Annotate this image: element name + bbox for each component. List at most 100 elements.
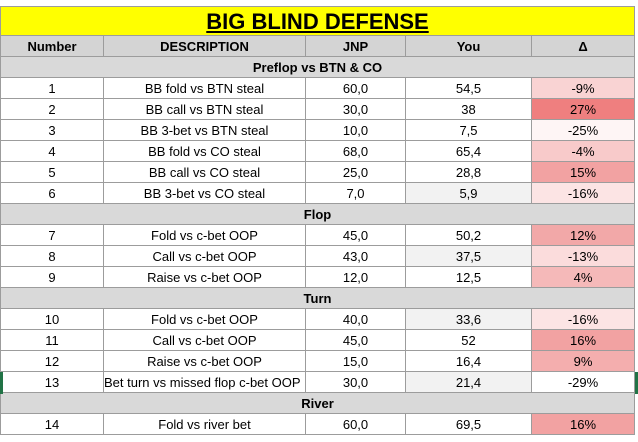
- table-row: 4 BB fold vs CO steal 68,0 65,4 -4%: [0, 141, 635, 162]
- cell-you[interactable]: 16,4: [406, 351, 532, 372]
- section-header-row: Flop: [0, 204, 635, 225]
- cell-number[interactable]: 3: [0, 120, 104, 141]
- cell-description[interactable]: BB 3-bet vs CO steal: [104, 183, 306, 204]
- cell-number[interactable]: 14: [0, 414, 104, 435]
- cell-description[interactable]: Raise vs c-bet OOP: [104, 267, 306, 288]
- cell-number[interactable]: 2: [0, 99, 104, 120]
- cell-delta[interactable]: -16%: [532, 183, 635, 204]
- header-row: Number DESCRIPTION JNP You Δ: [0, 36, 635, 57]
- cell-description[interactable]: BB 3-bet vs BTN steal: [104, 120, 306, 141]
- cell-you[interactable]: 5,9: [406, 183, 532, 204]
- cell-number[interactable]: 10: [0, 309, 104, 330]
- cell-jnp[interactable]: 12,0: [306, 267, 406, 288]
- cell-you[interactable]: 69,5: [406, 414, 532, 435]
- table-row: 2 BB call vs BTN steal 30,0 38 27%: [0, 99, 635, 120]
- cell-delta[interactable]: -9%: [532, 78, 635, 99]
- cell-you[interactable]: 52: [406, 330, 532, 351]
- cell-jnp[interactable]: 30,0: [306, 99, 406, 120]
- cell-you[interactable]: 54,5: [406, 78, 532, 99]
- cell-you[interactable]: 12,5: [406, 267, 532, 288]
- header-description[interactable]: DESCRIPTION: [104, 36, 306, 57]
- cell-jnp[interactable]: 30,0: [306, 372, 406, 393]
- cell-delta[interactable]: -16%: [532, 309, 635, 330]
- table-row: 13 Bet turn vs missed flop c-bet OOP 30,0 2…: [0, 372, 635, 393]
- cell-delta[interactable]: 16%: [532, 414, 635, 435]
- cell-jnp[interactable]: 45,0: [306, 330, 406, 351]
- table-row: 6 BB 3-bet vs CO steal 7,0 5,9 -16%: [0, 183, 635, 204]
- cell-jnp[interactable]: 7,0: [306, 183, 406, 204]
- cell-description[interactable]: Call vs c-bet OOP: [104, 330, 306, 351]
- section-label[interactable]: River: [0, 393, 635, 414]
- cell-delta[interactable]: -25%: [532, 120, 635, 141]
- cell-number[interactable]: 8: [0, 246, 104, 267]
- cell-you[interactable]: 33,6: [406, 309, 532, 330]
- cell-jnp[interactable]: 43,0: [306, 246, 406, 267]
- cell-number[interactable]: 12: [0, 351, 104, 372]
- cell-delta[interactable]: 27%: [532, 99, 635, 120]
- cell-delta[interactable]: -13%: [532, 246, 635, 267]
- cell-jnp[interactable]: 15,0: [306, 351, 406, 372]
- sheet-title[interactable]: BIG BLIND DEFENSE: [0, 6, 635, 36]
- cell-number[interactable]: 9: [0, 267, 104, 288]
- cell-you[interactable]: 21,4: [406, 372, 532, 393]
- table-row: 11 Call vs c-bet OOP 45,0 52 16%: [0, 330, 635, 351]
- cell-description[interactable]: Fold vs c-bet OOP: [104, 309, 306, 330]
- cell-jnp[interactable]: 60,0: [306, 414, 406, 435]
- section-label[interactable]: Turn: [0, 288, 635, 309]
- cell-you[interactable]: 7,5: [406, 120, 532, 141]
- cell-number[interactable]: 11: [0, 330, 104, 351]
- cell-you[interactable]: 37,5: [406, 246, 532, 267]
- cell-delta[interactable]: -29%: [532, 372, 635, 393]
- header-you[interactable]: You: [406, 36, 532, 57]
- table-row: 7 Fold vs c-bet OOP 45,0 50,2 12%: [0, 225, 635, 246]
- cell-jnp[interactable]: 68,0: [306, 141, 406, 162]
- cell-number[interactable]: 13: [0, 372, 104, 393]
- cell-description[interactable]: Call vs c-bet OOP: [104, 246, 306, 267]
- cell-description[interactable]: BB fold vs CO steal: [104, 141, 306, 162]
- cell-delta[interactable]: -4%: [532, 141, 635, 162]
- header-jnp[interactable]: JNP: [306, 36, 406, 57]
- cell-number[interactable]: 1: [0, 78, 104, 99]
- cell-description[interactable]: BB fold vs BTN steal: [104, 78, 306, 99]
- cell-jnp[interactable]: 10,0: [306, 120, 406, 141]
- section-label[interactable]: Preflop vs BTN & CO: [0, 57, 635, 78]
- cell-number[interactable]: 5: [0, 162, 104, 183]
- section-header-row: Turn: [0, 288, 635, 309]
- table-row: 5 BB call vs CO steal 25,0 28,8 15%: [0, 162, 635, 183]
- cell-delta[interactable]: 4%: [532, 267, 635, 288]
- header-number[interactable]: Number: [0, 36, 104, 57]
- table-row: 14 Fold vs river bet 60,0 69,5 16%: [0, 414, 635, 435]
- table-row: 8 Call vs c-bet OOP 43,0 37,5 -13%: [0, 246, 635, 267]
- cell-you[interactable]: 28,8: [406, 162, 532, 183]
- section-label[interactable]: Flop: [0, 204, 635, 225]
- table-row: 9 Raise vs c-bet OOP 12,0 12,5 4%: [0, 267, 635, 288]
- cell-description[interactable]: BB call vs BTN steal: [104, 99, 306, 120]
- table-row: 10 Fold vs c-bet OOP 40,0 33,6 -16%: [0, 309, 635, 330]
- cell-jnp[interactable]: 25,0: [306, 162, 406, 183]
- table-row: 1 BB fold vs BTN steal 60,0 54,5 -9%: [0, 78, 635, 99]
- section-header-row: Preflop vs BTN & CO: [0, 57, 635, 78]
- selection-marker-right: [635, 372, 638, 394]
- cell-number[interactable]: 6: [0, 183, 104, 204]
- cell-delta[interactable]: 16%: [532, 330, 635, 351]
- cell-jnp[interactable]: 60,0: [306, 78, 406, 99]
- cell-description[interactable]: BB call vs CO steal: [104, 162, 306, 183]
- cell-description[interactable]: Raise vs c-bet OOP: [104, 351, 306, 372]
- cell-delta[interactable]: 12%: [532, 225, 635, 246]
- table-row: 3 BB 3-bet vs BTN steal 10,0 7,5 -25%: [0, 120, 635, 141]
- cell-delta[interactable]: 15%: [532, 162, 635, 183]
- cell-jnp[interactable]: 45,0: [306, 225, 406, 246]
- header-delta[interactable]: Δ: [532, 36, 635, 57]
- cell-jnp[interactable]: 40,0: [306, 309, 406, 330]
- cell-description[interactable]: Bet turn vs missed flop c-bet OOP: [104, 372, 306, 393]
- cell-you[interactable]: 38: [406, 99, 532, 120]
- cell-description[interactable]: Fold vs river bet: [104, 414, 306, 435]
- cell-description[interactable]: Fold vs c-bet OOP: [104, 225, 306, 246]
- selection-marker-left: [0, 372, 3, 394]
- cell-you[interactable]: 50,2: [406, 225, 532, 246]
- cell-you[interactable]: 65,4: [406, 141, 532, 162]
- cell-delta[interactable]: 9%: [532, 351, 635, 372]
- cell-number[interactable]: 7: [0, 225, 104, 246]
- cell-number[interactable]: 4: [0, 141, 104, 162]
